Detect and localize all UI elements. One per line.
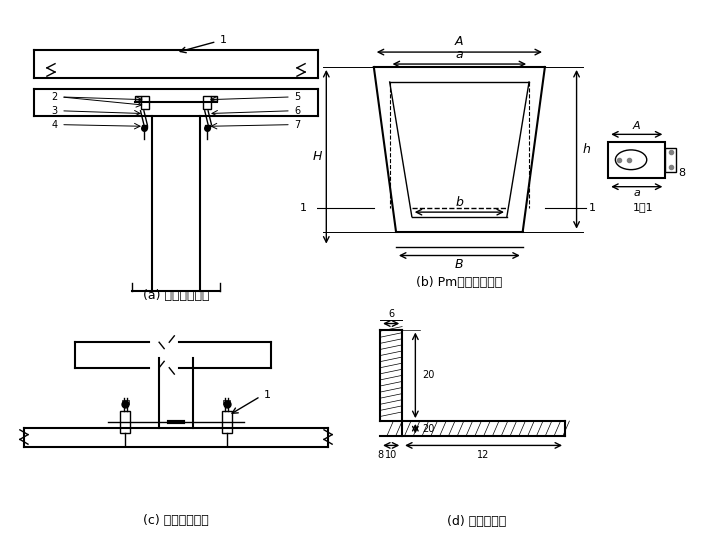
Text: 7: 7 [294,120,301,130]
Text: (a) 张拉端示意图: (a) 张拉端示意图 [143,289,209,302]
Bar [122,399,129,404]
Text: 4: 4 [51,120,58,130]
Text: 6: 6 [388,309,394,319]
Text: 3: 3 [51,106,58,116]
Text: (c) 固定端示意图: (c) 固定端示意图 [143,514,209,527]
Text: 8: 8 [678,168,685,178]
Text: 1: 1 [264,390,271,400]
Text: H: H [312,150,322,163]
Bar [222,411,232,433]
Text: A: A [455,34,464,48]
Bar [120,411,130,433]
Text: (d) 角钢固定板: (d) 角钢固定板 [447,515,507,527]
Text: B: B [455,259,464,271]
Text: 20: 20 [422,424,434,434]
Bar [135,95,141,101]
Bar [223,399,230,404]
Text: a: a [455,48,463,61]
Text: 2: 2 [51,92,58,102]
Text: 1: 1 [301,203,307,213]
Text: 10: 10 [385,450,397,460]
Text: 6: 6 [294,106,301,116]
Text: 1: 1 [220,35,227,45]
Text: b: b [455,196,463,209]
Bar [203,95,211,110]
Text: a: a [634,188,640,198]
Text: 12: 12 [477,450,490,460]
Text: A: A [633,121,641,131]
Text: 5: 5 [294,92,301,102]
Text: 1: 1 [589,203,596,213]
Bar [211,95,217,101]
Text: 1－1: 1－1 [633,202,653,212]
Bar [665,148,677,172]
Text: 20: 20 [422,370,434,381]
Text: h: h [583,143,591,156]
Bar [141,95,149,110]
Text: (b) Pm钢制锥形锚头: (b) Pm钢制锥形锚头 [416,276,503,289]
Bar [142,125,147,128]
Bar [608,142,665,178]
Bar [205,125,210,128]
Text: 8: 8 [377,450,383,460]
